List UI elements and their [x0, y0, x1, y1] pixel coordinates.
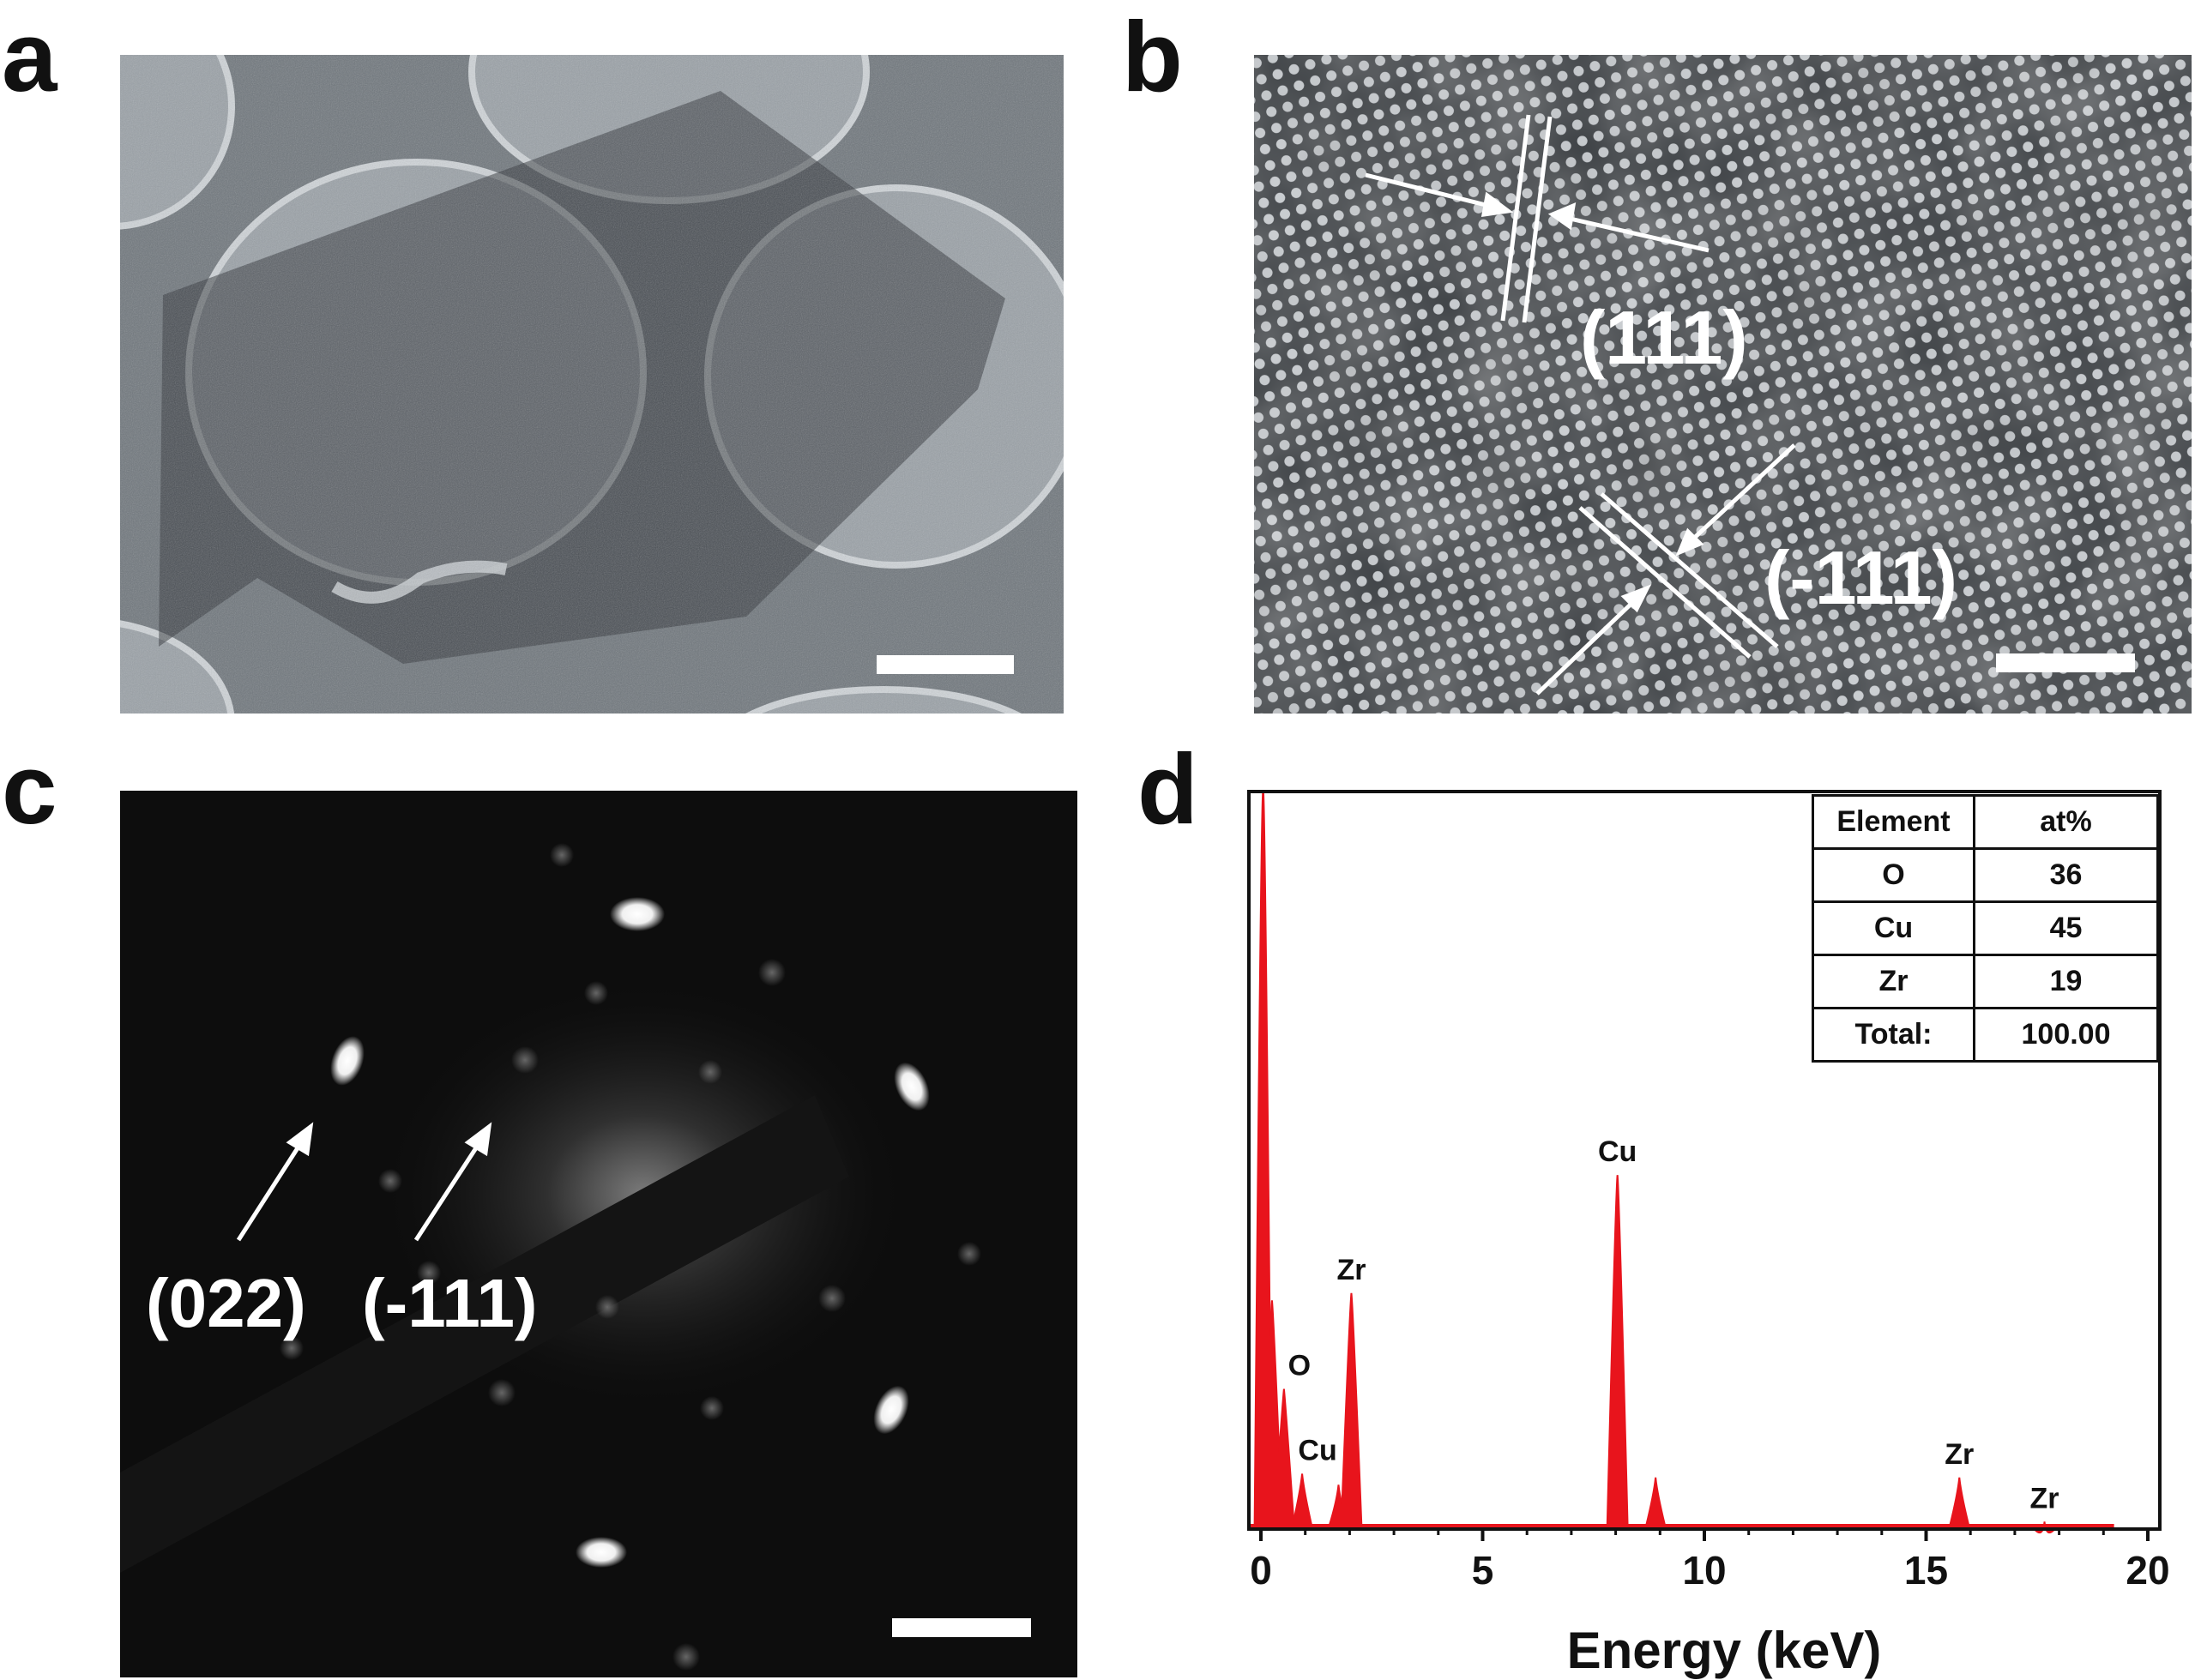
spectrum-peak — [1290, 1473, 1314, 1530]
peak-label: Cu — [1298, 1435, 1336, 1467]
x-tick-label: 15 — [1904, 1548, 1948, 1593]
peak-label: Zr — [1945, 1438, 1974, 1471]
x-tick-label: 5 — [1472, 1548, 1494, 1593]
eds-spectrum-d: O Cu Zr Cu Zr Zr 0 5 10 15 20 Energy (keV) Elemen… — [1235, 785, 2195, 1680]
panel-label-d: d — [1137, 733, 1198, 845]
saed-pattern-c: (022) (-111) — [120, 791, 1077, 1677]
cell-element: O — [1812, 847, 1975, 903]
label-111: (111) — [1580, 295, 1748, 380]
panel-label-b: b — [1122, 1, 1183, 112]
label-022: (022) — [146, 1265, 306, 1341]
composition-table: Element at% O 36 Cu 45 Zr 19 Total: 100.… — [1812, 794, 2159, 1063]
spectrum-peak — [1272, 1388, 1295, 1530]
spectrum-peak — [1947, 1477, 1971, 1530]
table-row: Cu 45 — [1812, 900, 2159, 956]
table-header-row: Element at% — [1812, 794, 2159, 850]
x-tick-label: 0 — [1250, 1548, 1272, 1593]
spectrum-peak — [1643, 1477, 1667, 1530]
panel-label-c: c — [2, 733, 57, 845]
table-row: Total: 100.00 — [1812, 1007, 2159, 1063]
scale-bar — [1996, 653, 2135, 672]
label-minus-111: (-111) — [1764, 535, 1957, 620]
spectrum-peak — [1606, 1175, 1629, 1530]
cell-value: 19 — [1973, 954, 2159, 1009]
x-tick-label: 20 — [2126, 1548, 2169, 1593]
tem-image-a — [120, 55, 1064, 714]
header-at-percent: at% — [1973, 794, 2159, 850]
peak-label: Zr — [2030, 1482, 2059, 1514]
cell-value: 45 — [1973, 900, 2159, 956]
cell-element: Zr — [1812, 954, 1975, 1009]
scale-bar — [892, 1618, 1031, 1637]
table-row: Zr 19 — [1812, 954, 2159, 1009]
spectrum-baseline — [1251, 1524, 2114, 1529]
x-tick-label: 10 — [1682, 1548, 1726, 1593]
peak-label: O — [1288, 1350, 1311, 1382]
x-axis-title: Energy (keV) — [1567, 1622, 1882, 1679]
cell-value: 100.00 — [1973, 1007, 2159, 1063]
panel-label-a: a — [2, 1, 57, 112]
cell-element: Cu — [1812, 900, 1975, 956]
hrtem-image-b: (111) (-111) — [1254, 55, 2192, 714]
cell-value: 36 — [1973, 847, 2159, 903]
cell-element: Total: — [1812, 1007, 1975, 1063]
header-element: Element — [1812, 794, 1975, 850]
table-row: O 36 — [1812, 847, 2159, 903]
scale-bar — [877, 655, 1014, 674]
spectrum-peak — [1340, 1292, 1363, 1530]
peak-label: Zr — [1336, 1254, 1366, 1286]
label-minus-111: (-111) — [362, 1265, 538, 1341]
peak-label: Cu — [1598, 1135, 1637, 1168]
